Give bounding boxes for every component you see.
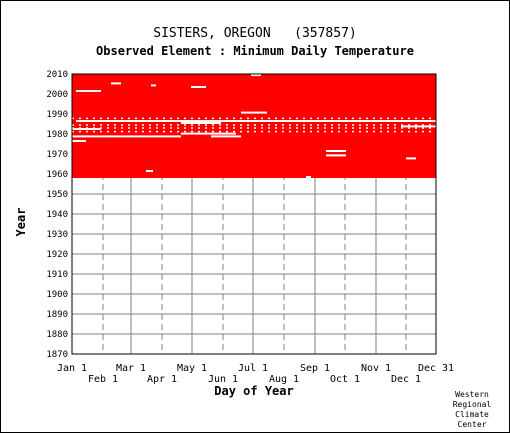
x-tick-label: Aug 1 bbox=[269, 374, 299, 385]
missing-data-streak bbox=[326, 154, 346, 157]
credit-line: Center bbox=[457, 420, 487, 429]
y-tick-label: 2000 bbox=[46, 90, 68, 100]
observed-data-block bbox=[72, 74, 436, 178]
y-tick-label: 1960 bbox=[46, 170, 68, 180]
y-tick-label: 1920 bbox=[46, 250, 68, 260]
credit-line: Climate bbox=[455, 410, 489, 419]
x-tick-label: Sep 1 bbox=[300, 363, 330, 374]
y-tick-label: 1900 bbox=[46, 290, 68, 300]
missing-data-streak bbox=[401, 125, 436, 128]
y-tick-label: 1970 bbox=[46, 150, 68, 160]
missing-data-streak bbox=[191, 86, 206, 88]
x-tick-label: Jan 1 bbox=[57, 363, 87, 374]
missing-data-streak bbox=[181, 122, 221, 124]
chart-title: SISTERS, OREGON (357857) bbox=[153, 26, 357, 41]
missing-data-streak bbox=[406, 157, 416, 160]
x-axis-label: Day of Year bbox=[214, 384, 294, 398]
missing-data-streak bbox=[241, 111, 267, 114]
x-tick-label: Apr 1 bbox=[147, 374, 177, 385]
x-tick-label: Mar 1 bbox=[116, 363, 146, 374]
y-tick-label: 1930 bbox=[46, 230, 68, 240]
missing-data-streak bbox=[326, 150, 346, 152]
missing-data-streak bbox=[76, 90, 101, 92]
missing-data-streak bbox=[151, 84, 156, 87]
y-tick-label: 1870 bbox=[46, 350, 68, 360]
x-tick-label: Oct 1 bbox=[330, 374, 360, 385]
missing-data-streak bbox=[111, 82, 121, 85]
plot-border bbox=[71, 73, 437, 355]
y-tick-label: 1980 bbox=[46, 130, 68, 140]
x-tick-label: Dec 1 bbox=[391, 374, 421, 385]
missing-data-streak bbox=[146, 170, 153, 172]
y-tick-label: 1940 bbox=[46, 210, 68, 220]
credit-line: Regional bbox=[452, 400, 492, 409]
x-tick-label: Dec 31 bbox=[418, 363, 454, 374]
x-tick-label: May 1 bbox=[177, 363, 207, 374]
missing-data-streak bbox=[76, 120, 436, 122]
y-axis-label: Year bbox=[14, 207, 28, 237]
y-tick-label: 2010 bbox=[46, 70, 68, 80]
x-tick-label: Feb 1 bbox=[88, 374, 118, 385]
missing-data-streak bbox=[211, 135, 241, 138]
y-tick-label: 1910 bbox=[46, 270, 68, 280]
y-tick-label: 1880 bbox=[46, 330, 68, 340]
credit-block: Western Regional Climate Center bbox=[450, 390, 494, 430]
y-tick-label: 1890 bbox=[46, 310, 68, 320]
missing-data-streak bbox=[72, 140, 86, 142]
chart-subtitle: Observed Element : Minimum Daily Tempera… bbox=[96, 44, 414, 58]
y-tick-label: 1950 bbox=[46, 190, 68, 200]
credit-line: Western bbox=[455, 390, 489, 399]
y-tick-label: 1990 bbox=[46, 110, 68, 120]
x-tick-label: Nov 1 bbox=[361, 363, 391, 374]
missing-data-streak bbox=[251, 74, 261, 76]
missing-data-streak bbox=[181, 132, 236, 135]
x-tick-label: Jul 1 bbox=[238, 363, 268, 374]
x-tick-label: Jun 1 bbox=[208, 374, 238, 385]
missing-data-streak bbox=[306, 176, 311, 178]
missing-data-streak bbox=[72, 135, 181, 138]
missing-data-streak bbox=[72, 128, 101, 130]
